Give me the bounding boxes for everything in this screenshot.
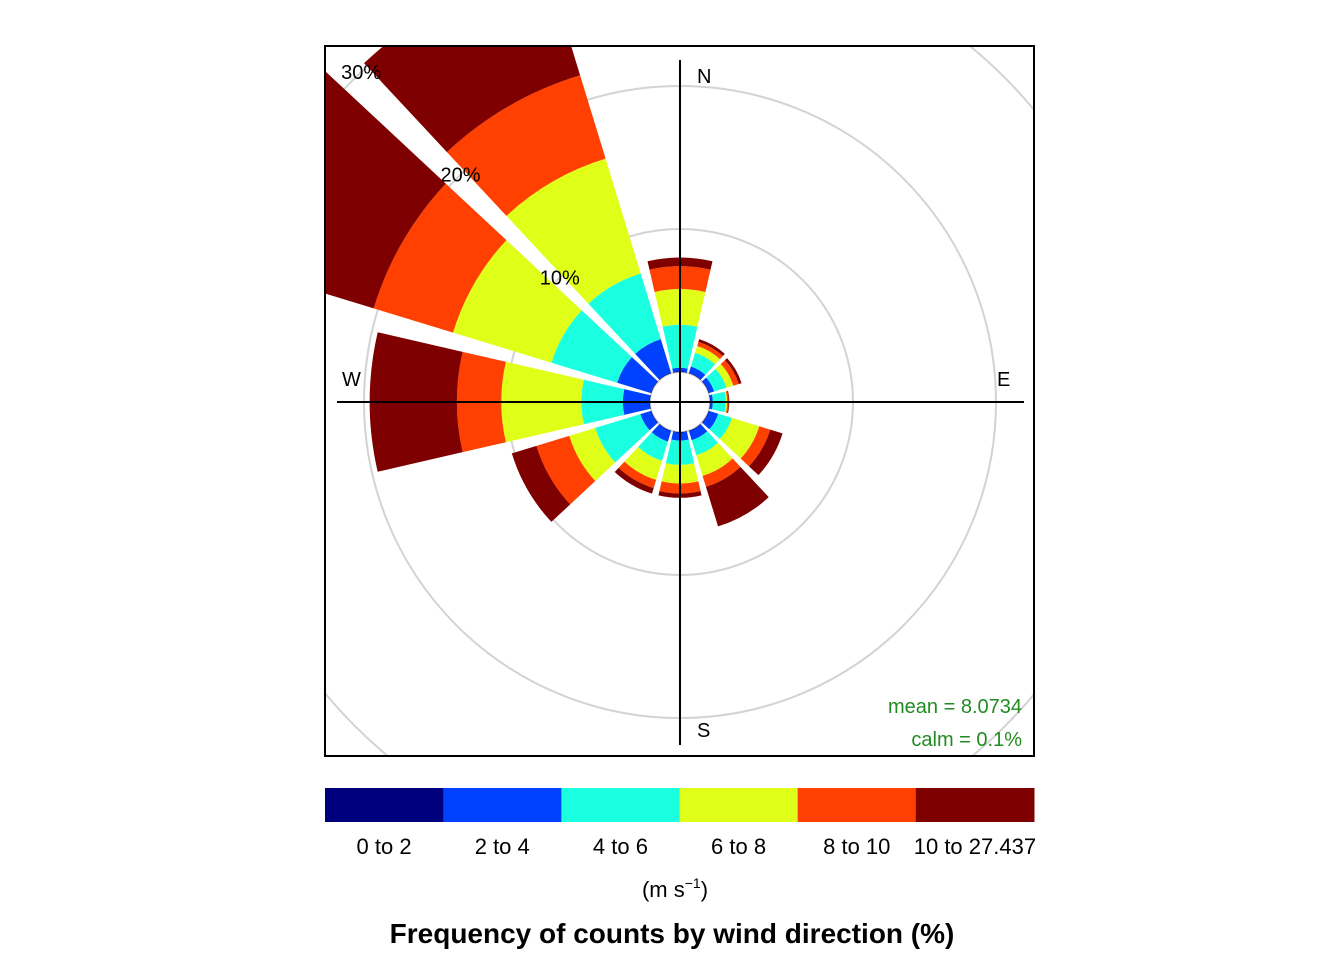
- radial-tick-label: 20%: [440, 165, 480, 187]
- sector-bin-90-0: [709, 395, 711, 409]
- sector-bin-330-5: [364, 46, 581, 153]
- radial-tick-label: 10%: [540, 268, 580, 290]
- chart-title: Frequency of counts by wind direction (%…: [390, 918, 955, 949]
- legend-unit-exponent: −1: [685, 875, 701, 891]
- compass-west-label: W: [342, 369, 361, 391]
- legend-label: 10 to 27.437: [914, 834, 1036, 859]
- wind-sectors: [325, 46, 783, 527]
- legend-label: 8 to 10: [823, 834, 890, 859]
- sector-bin-60-4: [720, 360, 739, 386]
- legend-swatch: [797, 788, 917, 822]
- sector-bin-300-3: [453, 240, 582, 363]
- compass-east-label: E: [997, 369, 1010, 391]
- compass-south-label: S: [697, 720, 710, 742]
- sector-bin-210-2: [638, 432, 668, 461]
- compass-axes: [337, 60, 1024, 745]
- sector-bin-300-0: [650, 381, 659, 394]
- legend-swatch: [443, 788, 562, 822]
- sector-bin-120-5: [749, 429, 783, 476]
- legend-unit-label: (m s−1): [642, 875, 708, 902]
- sector-bin-60-5: [724, 358, 742, 385]
- sector-bin-210-3: [624, 446, 663, 480]
- color-legend: 0 to 2 2 to 4 4 to 6 6 to 8 8 to 10 10 to 27.…: [325, 788, 1036, 859]
- legend-swatch: [679, 788, 799, 822]
- sector-bin-210-5: [614, 467, 654, 494]
- sector-bin-240-5: [511, 445, 571, 522]
- mean-stat-label: mean = 8.0734: [888, 696, 1022, 718]
- sector-bin-30-1: [688, 366, 706, 380]
- legend-swatch: [915, 788, 1035, 822]
- sector-bin-240-0: [650, 410, 659, 423]
- sector-bin-150-0: [688, 423, 701, 432]
- legend-label: 2 to 4: [475, 834, 530, 859]
- plot-border: [324, 45, 1035, 757]
- sector-bin-30-3: [695, 345, 720, 365]
- sector-bin-120-4: [740, 426, 771, 467]
- sector-bin-150-3: [696, 442, 733, 476]
- sector-bin-150-4: [702, 458, 741, 487]
- sector-bin-60-3: [715, 363, 734, 388]
- legend-swatch: [325, 788, 444, 822]
- sector-bin-210-4: [618, 461, 657, 489]
- sector-bin-330-2: [588, 273, 661, 354]
- sector-bin-30-2: [690, 352, 716, 375]
- sector-bin-30-4: [697, 341, 723, 360]
- sector-bin-120-1: [702, 410, 719, 430]
- sector-bin-330-0: [659, 372, 672, 381]
- sector-bin-330-1: [635, 339, 672, 380]
- sector-bin-300-5: [325, 70, 446, 309]
- sector-bin-150-1: [688, 424, 708, 441]
- sector-bin-30-0: [688, 372, 701, 381]
- sector-bin-120-2: [709, 413, 732, 440]
- sector-bin-30-5: [698, 339, 725, 357]
- sector-bin-210-0: [659, 423, 672, 432]
- sector-bin-300-4: [373, 183, 507, 333]
- sector-bin-210-1: [651, 424, 672, 442]
- sector-bin-60-1: [702, 377, 715, 394]
- sector-bin-150-2: [691, 431, 719, 456]
- sector-bin-120-0: [701, 410, 710, 423]
- sector-bin-240-4: [536, 435, 596, 505]
- sector-bin-180-0: [673, 431, 687, 433]
- sector-bin-60-0: [701, 381, 710, 394]
- sector-bin-270-0: [649, 395, 651, 409]
- sector-bin-150-5: [705, 466, 769, 527]
- sector-bin-300-1: [617, 357, 658, 394]
- radial-tick-label: 30%: [341, 62, 381, 84]
- legend-label: 4 to 6: [593, 834, 648, 859]
- sector-bin-60-2: [706, 368, 727, 392]
- sector-bin-300-2: [551, 310, 632, 383]
- sector-bin-240-2: [595, 414, 650, 463]
- sector-bin-120-3: [719, 417, 760, 459]
- compass-north-label: N: [697, 66, 711, 88]
- legend-label: 6 to 8: [711, 834, 766, 859]
- sector-bin-330-3: [506, 158, 641, 304]
- radial-tick-labels: 10% 20% 30%: [341, 62, 580, 290]
- legend-swatch: [561, 788, 680, 822]
- legend-label: 0 to 2: [357, 834, 412, 859]
- sector-bin-0-0: [673, 371, 687, 373]
- sector-bin-330-4: [446, 75, 606, 216]
- calm-stat-label: calm = 0.1%: [911, 729, 1022, 751]
- sector-bin-240-1: [640, 410, 658, 431]
- sector-bin-240-3: [569, 427, 616, 481]
- sector-bin-90-5: [727, 390, 730, 414]
